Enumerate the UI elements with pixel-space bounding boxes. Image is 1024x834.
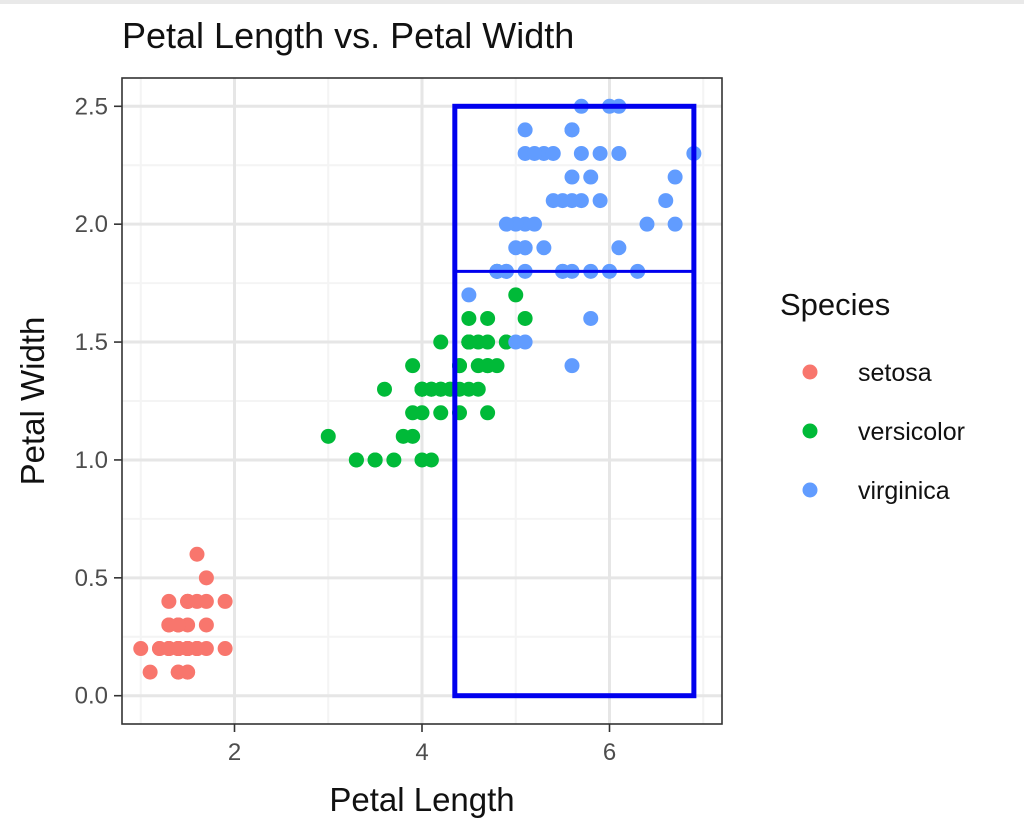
legend-title: Species — [780, 287, 890, 322]
point-virginica — [545, 145, 561, 161]
point-setosa — [170, 641, 186, 657]
y-axis-label: Petal Width — [14, 317, 51, 486]
point-versicolor — [414, 405, 430, 421]
x-tick-label: 4 — [415, 739, 428, 766]
legend-label-virginica: virginica — [858, 477, 950, 505]
legend-key-versicolor — [802, 423, 818, 439]
point-versicolor — [423, 452, 439, 468]
highlight-box — [452, 103, 697, 699]
point-virginica — [527, 145, 542, 161]
point-virginica — [527, 216, 542, 232]
point-setosa — [217, 593, 233, 609]
point-virginica — [461, 287, 477, 303]
point-virginica — [639, 216, 655, 232]
point-virginica — [508, 240, 524, 256]
point-setosa — [217, 641, 233, 657]
legend: setosa versicolor virginica — [802, 359, 965, 505]
y-tick-label: 2.5 — [75, 93, 108, 120]
x-axis-label: Petal Length — [329, 781, 514, 818]
point-virginica — [667, 216, 683, 232]
point-virginica — [592, 193, 608, 209]
point-versicolor — [320, 428, 336, 444]
y-tick-label: 2.0 — [75, 211, 108, 238]
point-virginica — [536, 240, 552, 256]
point-versicolor — [461, 334, 477, 350]
point-virginica — [517, 122, 533, 138]
point-virginica — [611, 145, 627, 161]
point-setosa — [170, 664, 186, 680]
x-tick-label: 6 — [603, 739, 616, 766]
y-tick-label: 0.5 — [75, 565, 108, 592]
y-axis-ticks: 0.0 0.5 1.0 1.5 2.0 2.5 — [75, 93, 122, 710]
point-versicolor — [367, 452, 383, 468]
legend-label-versicolor: versicolor — [858, 418, 965, 446]
top-strip — [0, 0, 1024, 4]
point-versicolor — [386, 452, 402, 468]
point-setosa — [142, 664, 158, 680]
legend-key-setosa — [802, 364, 818, 380]
annotation-layer — [452, 103, 697, 699]
point-setosa — [198, 570, 214, 586]
chart-title: Petal Length vs. Petal Width — [122, 15, 574, 56]
point-virginica — [564, 193, 580, 209]
major-gridlines — [122, 78, 722, 724]
point-versicolor — [461, 310, 477, 326]
legend-label-setosa: setosa — [858, 359, 932, 387]
point-setosa — [170, 617, 186, 633]
point-virginica — [564, 169, 580, 185]
point-setosa — [198, 617, 214, 633]
point-virginica — [498, 216, 514, 232]
point-versicolor — [377, 381, 392, 397]
point-versicolor — [480, 310, 496, 326]
point-virginica — [545, 193, 561, 209]
point-setosa — [133, 641, 149, 657]
point-virginica — [583, 310, 599, 326]
point-versicolor — [489, 358, 505, 374]
point-virginica — [564, 122, 580, 138]
point-virginica — [583, 169, 599, 185]
point-virginica — [517, 334, 533, 350]
point-versicolor — [480, 405, 496, 421]
point-virginica — [667, 169, 683, 185]
point-versicolor — [470, 381, 486, 397]
point-versicolor — [480, 334, 496, 350]
legend-key-virginica — [802, 482, 818, 498]
point-versicolor — [405, 358, 421, 374]
point-setosa — [189, 546, 205, 562]
point-versicolor — [433, 405, 449, 421]
point-setosa — [161, 593, 177, 609]
x-tick-label: 2 — [228, 739, 241, 766]
point-virginica — [564, 358, 580, 374]
point-setosa — [180, 593, 196, 609]
point-virginica — [573, 145, 589, 161]
x-axis-ticks: 2 4 6 — [228, 724, 616, 766]
y-tick-label: 1.5 — [75, 329, 108, 356]
y-tick-label: 1.0 — [75, 447, 108, 474]
point-versicolor — [433, 334, 449, 350]
point-virginica — [611, 240, 627, 256]
point-virginica — [658, 193, 674, 209]
data-points — [133, 98, 702, 680]
point-versicolor — [395, 428, 411, 444]
point-versicolor — [470, 358, 486, 374]
point-virginica — [592, 145, 608, 161]
point-versicolor — [348, 452, 364, 468]
point-versicolor — [423, 381, 439, 397]
y-tick-label: 0.0 — [75, 683, 108, 710]
point-versicolor — [508, 287, 524, 303]
point-versicolor — [517, 310, 533, 326]
